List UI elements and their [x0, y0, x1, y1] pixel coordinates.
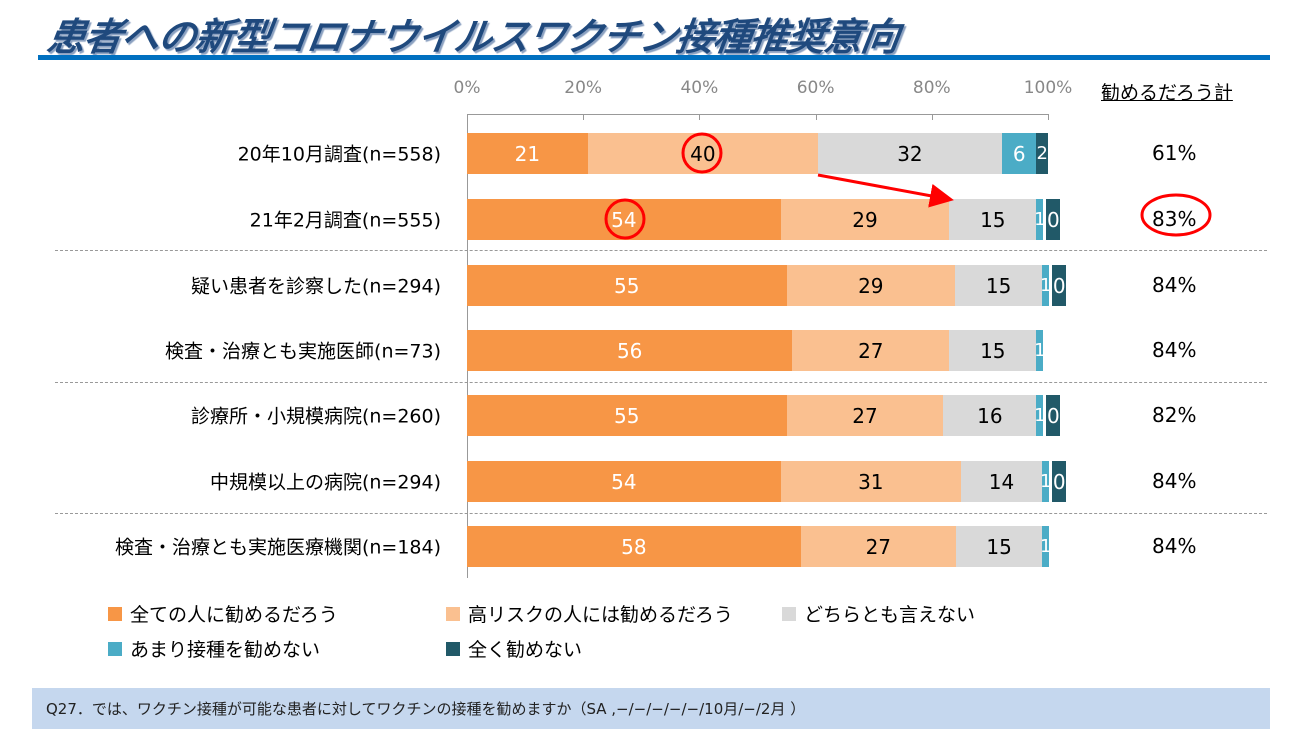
category-label: 検査・治療とも実施医療機関(n=184)	[114, 536, 441, 559]
bar-segment: 15	[949, 199, 1037, 240]
bar-segment: 6	[1001, 133, 1037, 174]
total-label: 82%	[1152, 403, 1197, 427]
bar-segment: 14	[960, 461, 1043, 502]
legend-swatch	[782, 606, 796, 621]
x-tick-mark	[1048, 114, 1049, 120]
group-separator	[55, 513, 1267, 514]
category-label: 中規模以上の病院(n=294)	[209, 471, 441, 494]
total-label: 84%	[1152, 469, 1197, 493]
bar-segment: 40	[587, 133, 818, 174]
bar-segment: 31	[780, 461, 961, 502]
bar-segment: 27	[800, 526, 956, 567]
total-label: 84%	[1152, 534, 1197, 558]
bar-segment: 0	[1052, 461, 1067, 502]
x-tick-mark	[699, 114, 701, 120]
bar-segment: 55	[467, 395, 787, 436]
bar-segment: 54	[467, 461, 781, 502]
x-tick-label: 0%	[453, 78, 481, 98]
x-tick-label: 100%	[1023, 78, 1073, 98]
legend-label: あまり接種を勧めない	[130, 639, 321, 661]
x-tick-label: 40%	[680, 78, 719, 98]
sum-header: 勧めるだろう計	[1101, 82, 1233, 104]
highlight-circle	[1140, 193, 1212, 237]
total-label: 84%	[1152, 338, 1197, 362]
legend-item: どちらとも言えない	[782, 600, 975, 627]
group-separator	[55, 382, 1267, 383]
category-label: 診療所・小規模病院(n=260)	[190, 405, 441, 428]
bar-segment: 1	[1040, 461, 1051, 502]
highlight-circle	[681, 132, 723, 174]
bar-segment: 1	[1040, 265, 1051, 306]
category-label: 21年2月調査(n=555)	[249, 209, 441, 232]
x-axis-line	[467, 114, 1048, 115]
x-tick-mark	[931, 114, 933, 120]
bar-segment: 58	[467, 526, 801, 567]
bar-segment: 56	[467, 330, 793, 371]
bar-segment: 1	[1034, 395, 1046, 436]
bar-segment: 15	[949, 330, 1037, 371]
bar-segment: 32	[817, 133, 1002, 174]
change-arrow	[817, 173, 954, 208]
legend-swatch	[446, 606, 460, 621]
legend-label: 全く勧めない	[468, 639, 583, 661]
legend-label: どちらとも言えない	[804, 604, 976, 626]
legend-item: 全く勧めない	[446, 635, 582, 662]
bar-segment: 0	[1052, 265, 1067, 306]
bar-segment: 1	[1040, 526, 1051, 567]
highlight-circle	[604, 198, 646, 240]
x-tick-label: 80%	[912, 78, 951, 98]
total-label: 84%	[1152, 273, 1197, 297]
bar-segment: 0	[1046, 199, 1061, 240]
x-tick-label: 60%	[796, 78, 835, 98]
legend-label: 全ての人に勧めるだろう	[130, 604, 338, 626]
bar-segment: 2	[1036, 133, 1048, 174]
legend-item: 高リスクの人には勧めるだろう	[446, 600, 733, 627]
bar-segment: 0	[1046, 395, 1061, 436]
legend-swatch	[446, 641, 460, 656]
bar-segment: 27	[786, 395, 944, 436]
legend-label: 高リスクの人には勧めるだろう	[468, 604, 733, 626]
bar-segment: 55	[467, 265, 787, 306]
bar-segment: 15	[955, 265, 1043, 306]
x-tick-mark	[815, 114, 817, 120]
legend-item: あまり接種を勧めない	[108, 635, 320, 662]
total-label: 83%	[1152, 207, 1197, 231]
legend-swatch	[108, 641, 122, 656]
bar-segment: 29	[780, 199, 950, 240]
legend-swatch	[108, 606, 122, 621]
bar-segment: 1	[1034, 199, 1046, 240]
bar-segment: 29	[786, 265, 956, 306]
category-label: 疑い患者を診察した(n=294)	[190, 275, 441, 298]
legend-item: 全ての人に勧めるだろう	[108, 600, 338, 627]
category-label: 検査・治療とも実施医師(n=73)	[165, 340, 441, 363]
bar-segment: 16	[943, 395, 1037, 436]
bar-segment: 27	[792, 330, 950, 371]
question-footer: Q27．では、ワクチン接種が可能な患者に対してワクチンの接種を勧めますか（SA …	[32, 688, 1270, 729]
bar-segment: 1	[1034, 330, 1046, 371]
category-label: 20年10月調査(n=558)	[237, 143, 441, 166]
bar-segment: 54	[467, 199, 781, 240]
bar-segment: 21	[467, 133, 588, 174]
total-label: 61%	[1152, 141, 1197, 165]
x-tick-label: 20%	[564, 78, 603, 98]
title-underline	[38, 55, 1270, 60]
bar-segment: 15	[955, 526, 1043, 567]
group-separator	[55, 250, 1267, 251]
x-tick-mark	[583, 114, 585, 120]
